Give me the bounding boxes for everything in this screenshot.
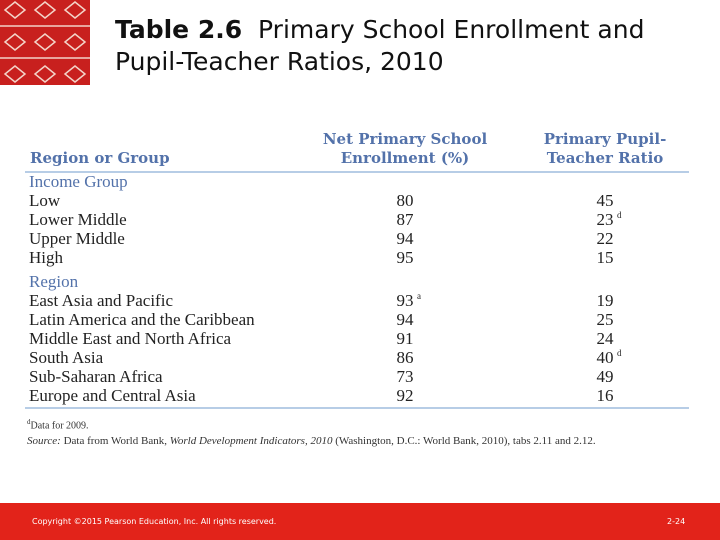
group-label: Income Group: [29, 172, 128, 191]
cell-value: 91: [385, 329, 425, 348]
cell-value: 86: [385, 348, 425, 367]
cell-value: 25: [585, 310, 625, 329]
number: 16: [596, 386, 614, 405]
number: 93: [396, 291, 414, 310]
number: 45: [596, 191, 614, 210]
column-header: Net Primary School Enrollment (%): [322, 130, 488, 167]
source-text: Data from World Bank,: [63, 435, 167, 447]
group-label: Region: [29, 272, 79, 291]
cell-value: 45: [585, 191, 625, 210]
table-label: Table 2.6: [115, 15, 243, 44]
note-mark: d: [617, 348, 622, 358]
cell-value: 73: [385, 367, 425, 386]
number: 94: [396, 310, 414, 329]
cell-value: 87: [385, 210, 425, 229]
number: 49: [596, 367, 614, 386]
cell-value: 23 d: [585, 210, 625, 229]
number: 24: [596, 329, 614, 348]
number: 15: [596, 248, 614, 267]
footnote-text: Data for 2009.: [30, 420, 89, 432]
number: 23: [596, 210, 614, 229]
number: 40: [596, 348, 614, 367]
number: 94: [396, 229, 414, 248]
title: Primary School Enrollment and: [258, 15, 645, 44]
footnote-mark: d: [27, 418, 31, 426]
cell-value: 24: [585, 329, 625, 348]
cell-value: 92: [385, 386, 425, 405]
number: 87: [396, 210, 414, 229]
number: 22: [596, 229, 614, 248]
number: 92: [396, 386, 414, 405]
row-label: Low: [29, 191, 61, 210]
note-mark: a: [417, 291, 421, 301]
rule: [25, 407, 689, 409]
row-label: South Asia: [29, 348, 104, 367]
source-text: (Washington, D.C.: World Bank, 2010), ta…: [335, 435, 596, 447]
cell-value: 49: [585, 367, 625, 386]
note-mark: d: [617, 210, 622, 220]
cell-value: 19: [585, 291, 625, 310]
row-label: Latin America and the Caribbean: [29, 310, 255, 329]
number: 95: [396, 248, 414, 267]
footnote: dData for 2009.: [27, 418, 89, 431]
column-header: Region or Group: [30, 149, 170, 167]
number: 86: [396, 348, 414, 367]
row-label: High: [29, 248, 63, 267]
number: 91: [396, 329, 414, 348]
source-title: World Development Indicators, 2010: [169, 435, 333, 447]
cell-value: 40 d: [585, 348, 625, 367]
copyright: Copyright ©2015 Pearson Education, Inc. …: [32, 517, 277, 526]
number: 19: [596, 291, 614, 310]
source-label: Source:: [27, 435, 61, 447]
row-label: Europe and Central Asia: [29, 386, 196, 405]
cell-value: 22: [585, 229, 625, 248]
title-line: Table 2.6 Primary School Enrollment and: [115, 14, 644, 46]
rule: [25, 171, 689, 173]
cell-value: 94: [385, 310, 425, 329]
decoration: [0, 0, 90, 85]
page-number: 2-24: [667, 517, 686, 526]
row-label: Upper Middle: [29, 229, 125, 248]
number: 80: [396, 191, 414, 210]
cell-value: 94: [385, 229, 425, 248]
column-header: Primary Pupil-Teacher Ratio: [543, 130, 667, 167]
row-label: Sub-Saharan Africa: [29, 367, 163, 386]
cell-value: 93 a: [385, 291, 425, 310]
footer-bar: Copyright ©2015 Pearson Education, Inc. …: [0, 503, 720, 540]
source: Source: Data from World Bank, World Deve…: [27, 435, 596, 447]
row-label: East Asia and Pacific: [29, 291, 173, 310]
number: 73: [396, 367, 414, 386]
row-label: Lower Middle: [29, 210, 127, 229]
row-label: Middle East and North Africa: [29, 329, 232, 348]
cell-value: 95: [385, 248, 425, 267]
number: 25: [596, 310, 614, 329]
cell-value: 80: [385, 191, 425, 210]
title: Pupil-Teacher Ratios, 2010: [115, 47, 444, 76]
cell-value: 15: [585, 248, 625, 267]
cell-value: 16: [585, 386, 625, 405]
